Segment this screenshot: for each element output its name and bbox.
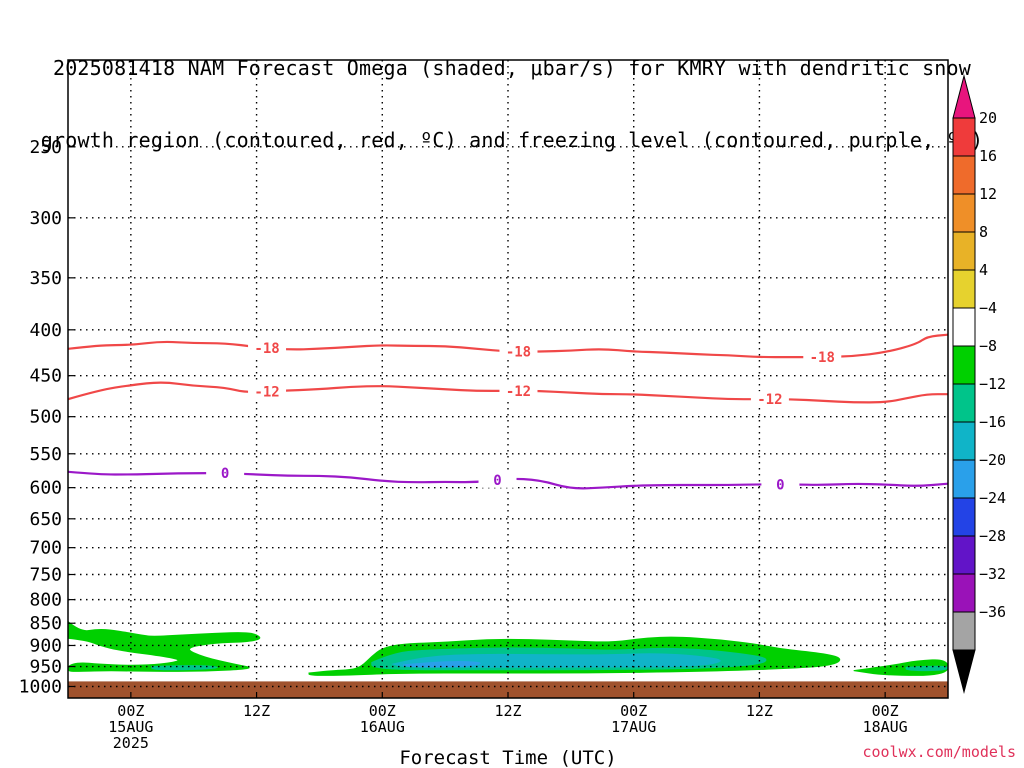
y-tick-label: 350 bbox=[29, 268, 62, 289]
colorbar-bottom-arrow bbox=[953, 650, 975, 692]
x-tick-label: 18AUG bbox=[863, 718, 908, 736]
y-tick-label: 300 bbox=[29, 208, 62, 229]
colorbar-band bbox=[953, 156, 975, 194]
colorbar-label: 12 bbox=[979, 185, 997, 203]
y-tick-label: 400 bbox=[29, 320, 62, 341]
colorbar-band bbox=[953, 612, 975, 650]
y-tick-label: 250 bbox=[29, 137, 62, 158]
colorbar-band bbox=[953, 118, 975, 156]
contour-label: 0 bbox=[776, 477, 784, 493]
chart-svg: -18 -18 -18 -12 -12 -12 0 0 0 250 300 350 400 450 500… bbox=[0, 0, 1024, 768]
colorbar-band bbox=[953, 422, 975, 460]
contour-label: -12 bbox=[506, 384, 531, 400]
credit-link[interactable]: coolwx.com/models bbox=[862, 743, 1016, 761]
colorbar-band bbox=[953, 460, 975, 498]
colorbar-band bbox=[953, 346, 975, 384]
contour-label: -12 bbox=[757, 392, 782, 408]
colorbar-band bbox=[953, 384, 975, 422]
x-tick-label: 12Z bbox=[746, 702, 773, 720]
x-tick-label: 2025 bbox=[113, 734, 149, 752]
colorbar-band bbox=[953, 574, 975, 612]
y-tick-label: 1000 bbox=[19, 676, 62, 697]
contour-label: -18 bbox=[506, 345, 531, 361]
y-tick-label: 450 bbox=[29, 366, 62, 387]
contour-label: -18 bbox=[254, 341, 279, 357]
y-tick-label: 750 bbox=[29, 565, 62, 586]
x-tick-label: 12Z bbox=[243, 702, 270, 720]
y-tick-label: 500 bbox=[29, 407, 62, 428]
contour-label: 0 bbox=[493, 473, 501, 489]
colorbar-label: 16 bbox=[979, 147, 997, 165]
y-tick-label: 900 bbox=[29, 635, 62, 656]
colorbar-band bbox=[953, 194, 975, 232]
omega-shading bbox=[63, 617, 948, 676]
colorbar-top-arrow bbox=[953, 76, 975, 118]
contour-label: 0 bbox=[221, 466, 229, 482]
colorbar-label: −32 bbox=[979, 565, 1006, 583]
omega-region-0 bbox=[63, 617, 260, 672]
colorbar-label: −16 bbox=[979, 413, 1006, 431]
x-tick-label: 16AUG bbox=[360, 718, 405, 736]
y-tick-label: 650 bbox=[29, 509, 62, 530]
contour-label: -12 bbox=[254, 384, 279, 400]
colorbar-band bbox=[953, 536, 975, 574]
x-tick-label: 17AUG bbox=[611, 718, 656, 736]
colorbar-band bbox=[953, 308, 975, 346]
colorbar-label: −36 bbox=[979, 603, 1006, 621]
colorbar-band bbox=[953, 270, 975, 308]
grid-lines bbox=[68, 60, 948, 686]
colorbar-label: −12 bbox=[979, 375, 1006, 393]
colorbar-label: −8 bbox=[979, 337, 997, 355]
y-tick-label: 950 bbox=[29, 657, 62, 678]
x-axis-label: Forecast Time (UTC) bbox=[399, 747, 616, 768]
colorbar: 20 16 12 8 4 −4 −8 −12 −16 −20 −24 −28 −32 −36 bbox=[953, 76, 1006, 692]
x-tick-label: 12Z bbox=[494, 702, 521, 720]
colorbar-label: −28 bbox=[979, 527, 1006, 545]
colorbar-band bbox=[953, 498, 975, 536]
contour-label: -18 bbox=[810, 350, 835, 366]
y-tick-label: 600 bbox=[29, 478, 62, 499]
y-tick-label: 800 bbox=[29, 590, 62, 611]
colorbar-label: 4 bbox=[979, 261, 988, 279]
colorbar-label: 8 bbox=[979, 223, 988, 241]
y-axis: 2503003504004505005506006507007508008509… bbox=[19, 137, 74, 698]
y-tick-label: 700 bbox=[29, 538, 62, 559]
y-tick-label: 850 bbox=[29, 613, 62, 634]
colorbar-band bbox=[953, 232, 975, 270]
colorbar-label: −20 bbox=[979, 451, 1006, 469]
colorbar-label: −4 bbox=[979, 299, 997, 317]
colorbar-label: 20 bbox=[979, 109, 997, 127]
y-tick-label: 550 bbox=[29, 444, 62, 465]
colorbar-label: −24 bbox=[979, 489, 1006, 507]
